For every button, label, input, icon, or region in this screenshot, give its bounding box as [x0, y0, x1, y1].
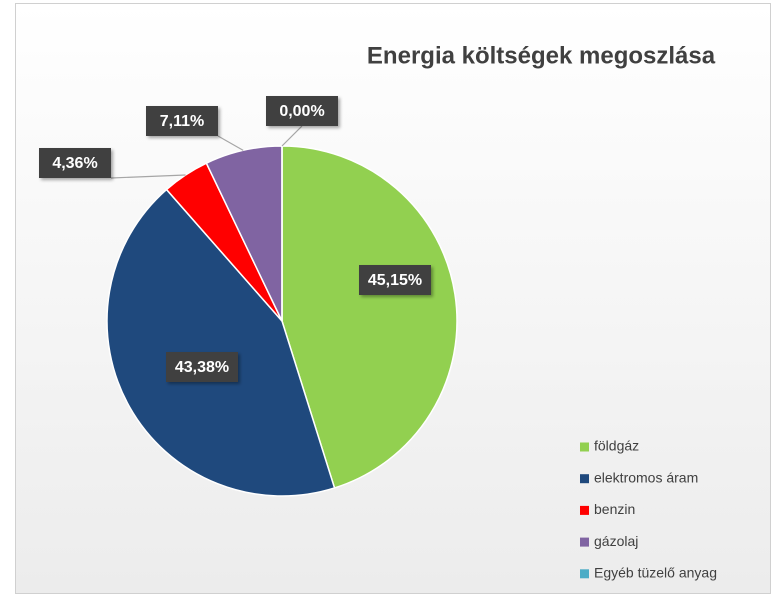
- legend-swatch: [580, 569, 589, 579]
- legend-label: földgáz: [594, 438, 639, 454]
- data-label: 43,38%: [175, 359, 229, 376]
- leader-line: [217, 135, 244, 151]
- data-label-box: [146, 106, 218, 136]
- legend-label: Egyéb tüzelő anyag: [594, 565, 717, 581]
- legend-label: benzin: [594, 501, 635, 517]
- data-label-box: [266, 96, 338, 126]
- legend-label: gázolaj: [594, 533, 638, 549]
- data-label: 7,11%: [160, 113, 204, 130]
- data-label: 45,15%: [368, 272, 422, 289]
- legend-swatch: [580, 505, 589, 515]
- data-label: 4,36%: [52, 155, 97, 172]
- chart-title: Energia költségek megoszlása: [367, 42, 716, 69]
- data-label-box: [359, 265, 431, 295]
- legend-swatch: [580, 537, 589, 547]
- legend-swatch: [580, 474, 589, 484]
- pie-slice: [106, 188, 336, 497]
- leader-line: [281, 125, 303, 147]
- data-label-box: [166, 352, 238, 382]
- pie-slice: [281, 145, 458, 489]
- data-label-box: [39, 148, 111, 178]
- legend-label: elektromos áram: [594, 469, 698, 485]
- data-label: 0,00%: [279, 103, 324, 120]
- leader-line: [110, 174, 186, 179]
- legend-swatch: [580, 442, 589, 452]
